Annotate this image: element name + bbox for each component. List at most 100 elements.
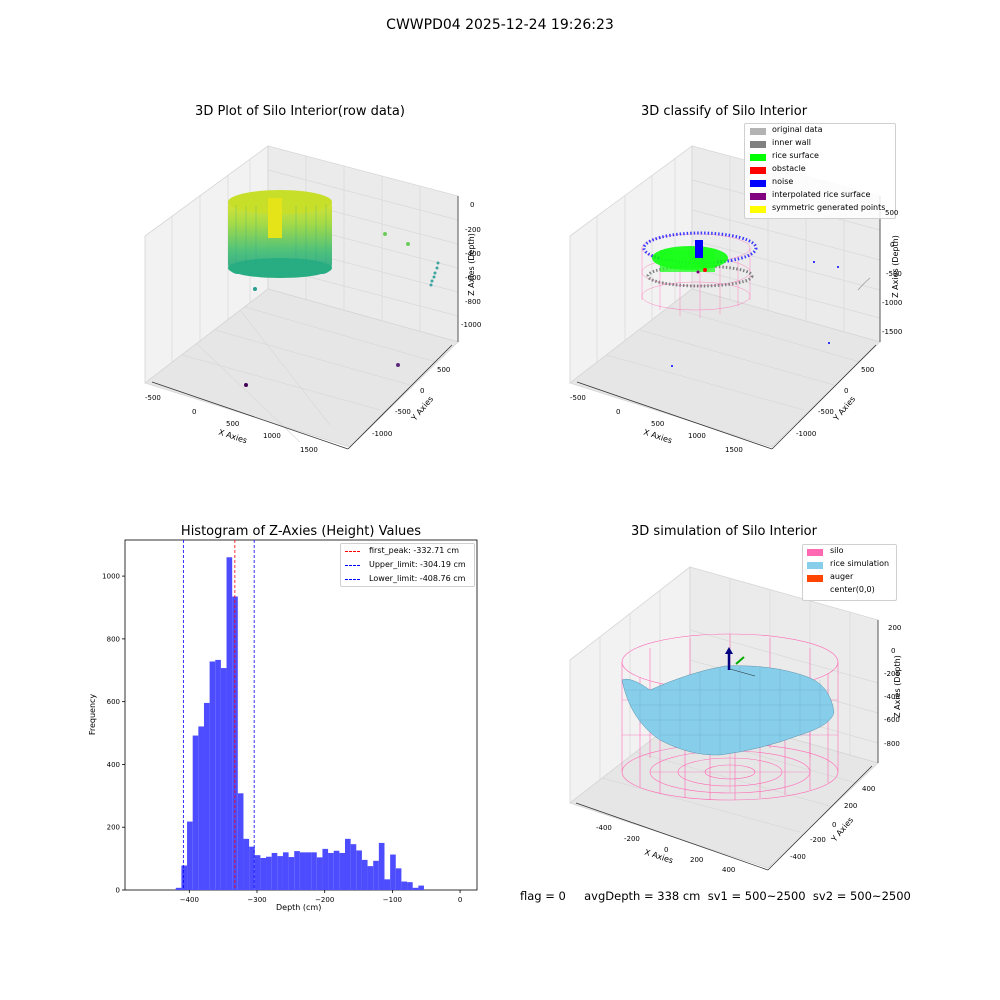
histogram-bar: [305, 852, 312, 890]
p1-ytick-0: 500: [437, 366, 451, 374]
p2-ztick-1: 0: [890, 241, 895, 249]
histogram-bar: [361, 859, 368, 890]
hist-legend-line-0: [345, 551, 360, 552]
histogram-xtick-label: −300: [247, 896, 266, 904]
p2-xtick-0: -500: [570, 394, 586, 402]
histogram-bar: [333, 850, 340, 890]
p2-legend-label-5: interpolated rice surface: [772, 190, 871, 199]
p2-legend-swatch-1: [750, 141, 766, 148]
p2-legend-swatch-6: [750, 206, 766, 213]
histogram-bar: [412, 887, 419, 890]
p1-ztick-5: -1000: [461, 321, 482, 329]
histogram-bar: [249, 846, 255, 890]
p2-legend-label-2: rice surface: [772, 151, 819, 160]
p1-ztick-1: -200: [465, 226, 481, 234]
histogram-ytick-label: 600: [107, 698, 120, 706]
p2-legend-label-1: inner wall: [772, 138, 812, 147]
p4-ztick-1: 0: [891, 647, 896, 655]
histogram-bar: [209, 661, 216, 890]
histogram-bar: [418, 885, 424, 890]
histogram-bar: [260, 857, 267, 890]
histogram-bar: [294, 851, 300, 890]
histogram-bar: [203, 702, 210, 890]
p2-ytick-2: -500: [818, 408, 834, 416]
p1-xtick-2: 500: [226, 420, 240, 428]
p1-ztick-2: -400: [465, 250, 481, 258]
p1-ytick-3: -1000: [372, 430, 393, 438]
p2-xtick-1: 0: [616, 408, 621, 416]
histogram-xtick-label: −100: [383, 896, 402, 904]
histogram-ytick-label: 0: [116, 887, 120, 895]
histogram-bar: [232, 596, 238, 890]
p4-legend-label-1: rice simulation: [830, 559, 890, 568]
p4-legend: silo rice simulation auger center(0,0): [802, 544, 897, 601]
p2-legend-swatch-3: [750, 167, 766, 174]
histogram-bar: [226, 557, 233, 890]
histogram-bar: [350, 844, 357, 890]
p2-ztick-4: -1500: [882, 328, 903, 336]
panel2-title: 3D classify of Silo Interior: [640, 104, 808, 119]
status-line: flag = 0 avgDepth = 338 cm sv1 = 500~250…: [520, 889, 911, 903]
histogram-bar: [220, 668, 227, 890]
histogram-bar: [187, 821, 193, 890]
histogram-bar: [339, 852, 345, 890]
histogram-xtick-label: 0: [458, 896, 462, 904]
figure-title: CWWPD04 2025-12-24 19:26:23: [386, 17, 614, 33]
p4-legend-label-0: silo: [830, 546, 844, 555]
histogram-bar: [271, 852, 278, 890]
histogram-bar: [328, 852, 334, 890]
histogram-bar: [345, 838, 351, 890]
histogram-bar: [254, 855, 261, 890]
histogram-bar: [266, 856, 272, 890]
histogram-bar: [288, 857, 295, 890]
histogram-ytick-label: 400: [107, 761, 120, 769]
panel4-auger: [725, 647, 756, 677]
p1-ytick-1: 0: [420, 387, 425, 395]
hist-legend-label-0: first_peak: -332.71 cm: [369, 546, 460, 555]
p4-zlabel: Z Axies (Depth): [892, 655, 902, 718]
histogram-bar: [322, 848, 329, 890]
panel3-title: Histogram of Z-Axies (Height) Values: [180, 524, 422, 539]
p4-ztick-4: -600: [884, 716, 900, 724]
p4-ztick-2: -200: [884, 670, 900, 678]
p4-ytick-1: 200: [844, 802, 858, 810]
p1-xtick-4: 1500: [300, 446, 318, 454]
p4-ytick-3: -200: [810, 836, 826, 844]
p4-ztick-5: -800: [884, 740, 900, 748]
histogram-bar: [316, 857, 323, 890]
p4-xtick-0: -400: [596, 824, 612, 832]
p2-ztick-0: 500: [885, 209, 899, 217]
p4-xtick-4: 400: [722, 866, 736, 874]
p2-legend: original data inner wall rice surface ob…: [744, 123, 896, 219]
p4-legend-label-2: auger: [830, 572, 854, 581]
hist-legend-label-1: Upper_limit: -304.19 cm: [369, 560, 466, 569]
panel4-title: 3D simulation of Silo Interior: [631, 524, 817, 539]
histogram-bar: [215, 659, 221, 890]
p1-xtick-3: 1000: [263, 432, 281, 440]
histogram-ytick-label: 1000: [102, 573, 120, 581]
p4-ytick-2: 0: [832, 821, 837, 829]
p1-ytick-2: -500: [395, 408, 411, 416]
histogram-bar: [401, 881, 408, 890]
hist-legend-line-2: [345, 579, 360, 580]
hist-legend-label-2: Lower_limit: -408.76 cm: [369, 574, 466, 583]
histogram-bar: [175, 887, 182, 890]
histogram-xtick-label: −200: [315, 896, 334, 904]
histogram-xtick-label: −400: [180, 896, 199, 904]
histogram-bar: [243, 838, 250, 890]
panel2-classified-points: [641, 231, 871, 367]
p2-legend-label-4: noise: [772, 177, 794, 186]
histogram-bar: [356, 850, 362, 890]
p2-legend-swatch-4: [750, 180, 766, 187]
p2-xtick-2: 500: [651, 420, 665, 428]
histogram-bar: [390, 854, 396, 890]
histogram-bar: [407, 882, 413, 890]
p2-ytick-3: -1000: [796, 430, 817, 438]
p4-ztick-0: 200: [888, 624, 902, 632]
hist-xlabel: Depth (cm): [276, 903, 322, 912]
p2-legend-swatch-5: [750, 193, 766, 200]
